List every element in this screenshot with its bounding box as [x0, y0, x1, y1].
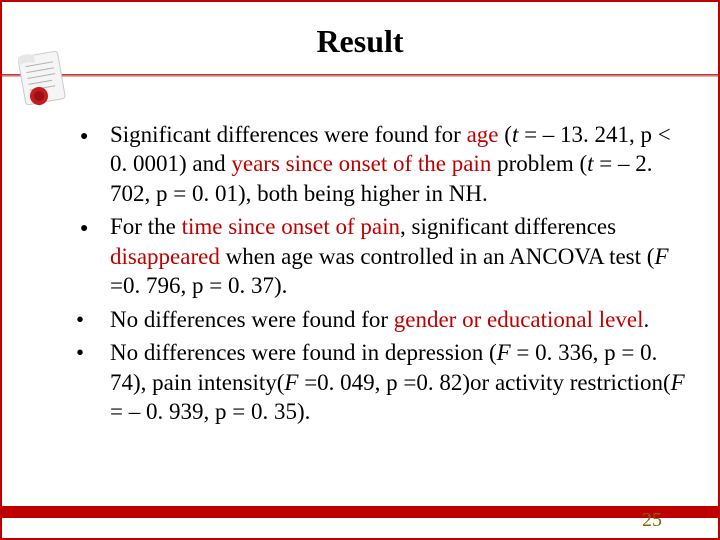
title-underline	[2, 74, 718, 77]
body-text: =0. 796, p = 0. 37).	[110, 273, 287, 298]
body-text: =0. 049, p =0. 82)or activity restrictio…	[298, 370, 670, 395]
title-row: Result	[2, 2, 718, 80]
highlight-text: years since onset of the pain	[231, 151, 497, 176]
italic-text: F	[284, 370, 298, 395]
slide-title: Result	[316, 23, 403, 60]
body-text: No differences were found for	[110, 307, 394, 332]
bullet-item: For the time since onset of pain, signif…	[76, 212, 688, 300]
highlight-text: age	[467, 122, 499, 147]
slide: Result Significant differences were foun…	[0, 0, 720, 540]
body-text: (	[499, 122, 512, 147]
body-text: .	[643, 307, 649, 332]
highlight-text: gender or educational level	[394, 307, 644, 332]
highlight-text: disappeared	[110, 244, 220, 269]
document-seal-icon	[10, 48, 74, 112]
body-text: when age was controlled in an ANCOVA tes…	[220, 244, 655, 269]
body-text: Significant differences were found for	[110, 122, 467, 147]
page-number: 25	[642, 509, 662, 532]
bullet-item: No differences were found for gender or …	[76, 305, 688, 334]
italic-text: F	[654, 244, 668, 269]
highlight-text: time since onset of pain	[182, 214, 400, 239]
body-text: For the	[110, 214, 182, 239]
bullet-list: Significant differences were found for a…	[76, 120, 688, 426]
body-text: = – 0. 939, p = 0. 35).	[110, 399, 310, 424]
bullet-item: No differences were found in depression …	[76, 338, 688, 426]
italic-text: F	[671, 370, 685, 395]
bullet-item: Significant differences were found for a…	[76, 120, 688, 208]
content-area: Significant differences were found for a…	[76, 120, 688, 430]
body-text: problem (	[497, 151, 587, 176]
body-text: No differences were found in depression …	[110, 340, 497, 365]
body-text: , significant differences	[400, 214, 616, 239]
italic-text: F	[497, 340, 511, 365]
